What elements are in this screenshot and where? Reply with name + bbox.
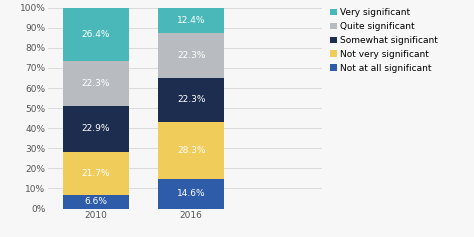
Text: 22.9%: 22.9%	[82, 124, 110, 133]
Bar	[63, 152, 128, 195]
Text: 14.6%: 14.6%	[177, 189, 206, 198]
Text: 21.7%: 21.7%	[82, 169, 110, 178]
Bar	[158, 179, 224, 209]
Text: 22.3%: 22.3%	[177, 51, 206, 60]
Bar	[63, 195, 128, 209]
Text: 22.3%: 22.3%	[82, 79, 110, 88]
Text: 22.3%: 22.3%	[177, 96, 206, 105]
Bar	[158, 77, 224, 122]
Bar	[158, 8, 224, 33]
Text: 26.4%: 26.4%	[82, 30, 110, 39]
Text: 6.6%: 6.6%	[84, 197, 108, 206]
Bar	[63, 8, 128, 61]
Text: 28.3%: 28.3%	[177, 146, 206, 155]
Text: 12.4%: 12.4%	[177, 16, 206, 25]
Legend: Very significant, Quite significant, Somewhat significant, Not very significant,: Very significant, Quite significant, Som…	[329, 8, 438, 73]
Bar	[158, 33, 224, 77]
Bar	[63, 61, 128, 106]
Bar	[63, 106, 128, 152]
Bar	[158, 122, 224, 179]
